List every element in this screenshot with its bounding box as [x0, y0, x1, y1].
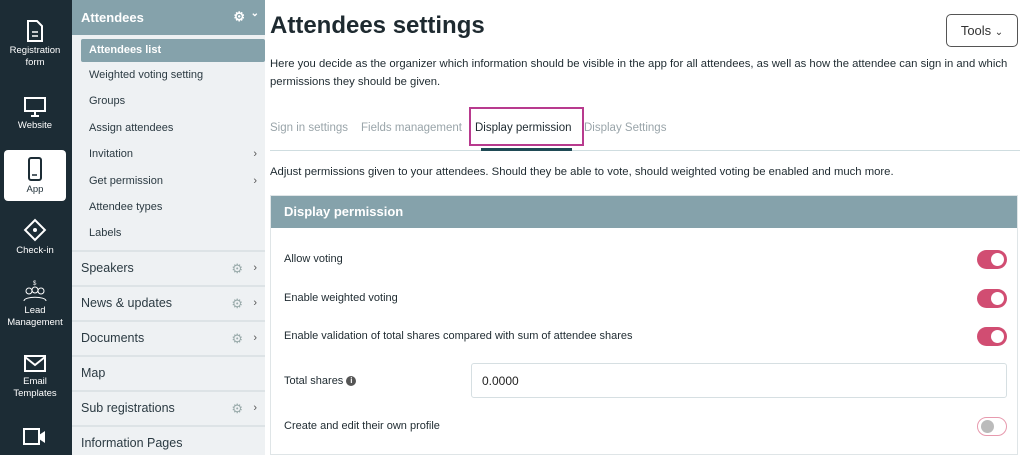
sidebar-section-news[interactable]: News & updates ⚙ ›: [72, 284, 265, 320]
tab-display-settings[interactable]: Display Settings: [584, 122, 667, 134]
sidebar-item-groups[interactable]: Groups: [89, 95, 126, 108]
edit-profile-toggle[interactable]: [977, 417, 1007, 436]
display-permission-panel: Display permission Allow voting Enable w…: [270, 195, 1018, 455]
ticket-icon: [23, 218, 47, 242]
monitor-icon: [24, 97, 46, 117]
sidebar-item-get-permission[interactable]: Get permission ›: [72, 168, 265, 194]
gear-icon[interactable]: ⚙: [231, 330, 243, 346]
rail-app[interactable]: App: [4, 150, 66, 201]
sidebar-section-information-pages[interactable]: Information Pages: [72, 424, 265, 460]
gear-icon[interactable]: ⚙: [231, 295, 243, 311]
people-icon: $: [23, 281, 47, 302]
active-tab-indicator: [481, 148, 572, 151]
sidebar-item-invitation[interactable]: Invitation ›: [72, 141, 265, 167]
sidebar-item-labels[interactable]: Labels: [89, 227, 122, 240]
allow-voting-label: Allow voting: [284, 253, 343, 265]
validation-toggle[interactable]: [977, 327, 1007, 346]
phone-icon: [28, 157, 42, 181]
video-icon: [23, 428, 45, 445]
chevron-right-icon: ›: [253, 174, 257, 187]
sidebar-section-attendees[interactable]: Attendees ⚙ ⌄: [72, 0, 265, 35]
page-title: Attendees settings: [270, 12, 485, 39]
tab-sign-in-settings[interactable]: Sign in settings: [270, 122, 348, 134]
chevron-right-icon: ›: [253, 296, 257, 309]
gear-icon[interactable]: ⚙: [231, 400, 243, 416]
chevron-right-icon: ›: [253, 331, 257, 344]
svg-text:$: $: [33, 281, 37, 287]
gear-icon[interactable]: ⚙: [233, 9, 245, 24]
chevron-right-icon: ›: [253, 261, 257, 274]
sidebar-section-map[interactable]: Map: [72, 354, 265, 390]
tab-fields-management[interactable]: Fields management: [361, 122, 462, 134]
rail-check-in[interactable]: Check-in: [4, 218, 66, 257]
tab-bar: Sign in settings Fields management Displ…: [270, 107, 1020, 151]
sidebar-item-attendee-types[interactable]: Attendee types: [89, 200, 163, 213]
rail-email-templates[interactable]: Email Templates: [4, 355, 66, 400]
validation-label: Enable validation of total shares compar…: [284, 330, 633, 342]
tab-display-permission[interactable]: Display permission: [475, 122, 572, 134]
tools-button[interactable]: Tools ⌄: [946, 14, 1018, 47]
sidebar-item-attendees-list[interactable]: Attendees list: [81, 39, 265, 62]
sidebar-section-documents[interactable]: Documents ⚙ ›: [72, 319, 265, 355]
envelope-icon: [24, 355, 46, 372]
page-description: Here you decide as the organizer which i…: [270, 58, 1008, 88]
chevron-down-icon: ⌄: [994, 27, 1004, 38]
sidebar-item-assign-attendees[interactable]: Assign attendees: [89, 121, 174, 134]
main-content: Attendees settings Tools ⌄ Here you deci…: [265, 0, 1024, 455]
weighted-voting-label: Enable weighted voting: [284, 292, 398, 304]
sub-sidebar: Attendees ⚙ ⌄ Attendees list Weighted vot…: [72, 0, 265, 455]
chevron-down-icon[interactable]: ⌄: [250, 8, 259, 19]
chevron-right-icon: ›: [253, 148, 257, 161]
sidebar-section-sub-registrations[interactable]: Sub registrations ⚙ ›: [72, 389, 265, 425]
info-icon[interactable]: i: [346, 376, 357, 387]
allow-voting-toggle[interactable]: [977, 250, 1007, 269]
rail-video[interactable]: [4, 428, 66, 449]
sidebar-item-weighted-voting[interactable]: Weighted voting setting: [89, 69, 204, 81]
panel-title: Display permission: [271, 196, 1017, 228]
rail-website[interactable]: Website: [4, 97, 66, 132]
total-shares-input[interactable]: [471, 363, 1007, 398]
sidebar-section-speakers[interactable]: Speakers ⚙ ›: [72, 249, 265, 285]
highlight-box: [469, 107, 584, 146]
rail-registration-form[interactable]: Registration form: [4, 20, 66, 69]
document-icon: [27, 20, 43, 42]
permissions-description: Adjust permissions given to your attende…: [270, 166, 894, 178]
app-rail: Registration form Website App Check-in $…: [0, 0, 72, 455]
total-shares-label: Total shares i: [284, 375, 357, 387]
chevron-right-icon: ›: [253, 401, 257, 414]
edit-profile-label: Create and edit their own profile: [284, 420, 440, 432]
gear-icon[interactable]: ⚙: [231, 260, 243, 276]
rail-lead-management[interactable]: $ Lead Management: [7, 281, 63, 328]
weighted-voting-toggle[interactable]: [977, 289, 1007, 308]
